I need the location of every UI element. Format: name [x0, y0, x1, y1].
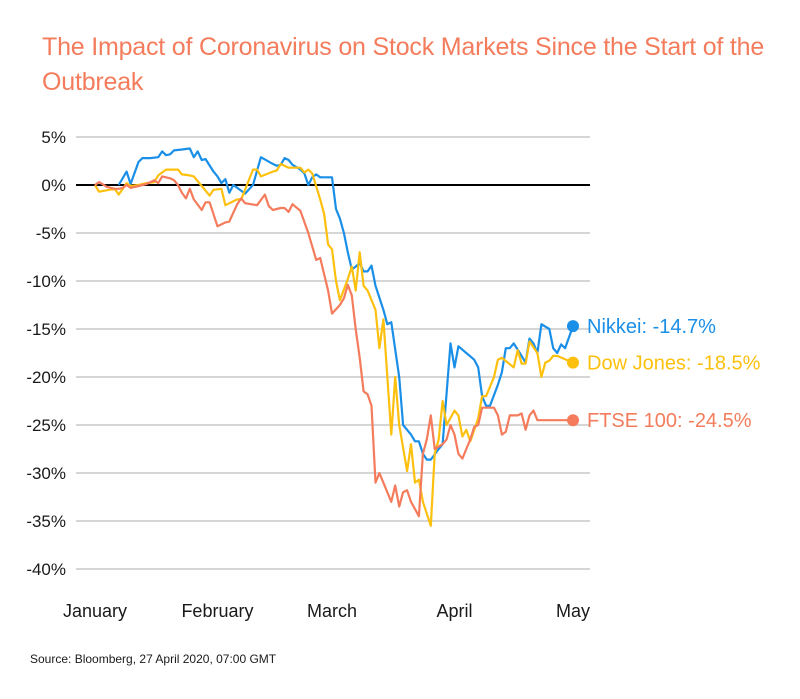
x-tick-label: May — [556, 601, 590, 621]
chart-title: The Impact of Coronavirus on Stock Marke… — [42, 33, 765, 96]
y-tick-label: -25% — [26, 416, 66, 435]
series-label-ftse-100: FTSE 100: -24.5% — [587, 410, 752, 432]
y-tick-label: -40% — [26, 560, 66, 579]
y-tick-label: -15% — [26, 320, 66, 339]
x-tick-label: January — [63, 601, 127, 621]
end-marker-ftse-100 — [567, 414, 579, 427]
x-tick-label: February — [181, 601, 253, 621]
series-line-ftse-100 — [94, 175, 573, 518]
y-tick-label: -20% — [26, 368, 66, 387]
source-note: Source: Bloomberg, 27 April 2020, 07:00 … — [30, 652, 277, 666]
y-axis-ticks: 5% 0% -5% -10% -15% -20% -25% -30% -35% -40% — [26, 128, 66, 579]
end-marker-nikkei — [567, 320, 579, 333]
end-marker-dow-jones — [567, 356, 579, 369]
series-label-dow-jones: Dow Jones: -18.5% — [587, 353, 761, 375]
y-tick-label: -5% — [36, 224, 66, 243]
x-axis-ticks: January February March April May — [63, 601, 590, 621]
y-tick-label: 0% — [41, 176, 66, 195]
y-tick-label: -30% — [26, 464, 66, 483]
series-label-nikkei: Nikkei: -14.7% — [587, 316, 716, 338]
series-end-markers: Nikkei: -14.7% Dow Jones: -18.5% FTSE 100:… — [567, 316, 761, 432]
y-tick-label: -35% — [26, 512, 66, 531]
series-line-dow-jones — [94, 162, 574, 527]
gridlines — [76, 136, 590, 570]
y-tick-label: -10% — [26, 272, 66, 291]
y-tick-label: 5% — [41, 128, 66, 147]
series-lines — [94, 147, 575, 527]
x-tick-label: April — [436, 601, 472, 621]
x-tick-label: March — [307, 601, 357, 621]
